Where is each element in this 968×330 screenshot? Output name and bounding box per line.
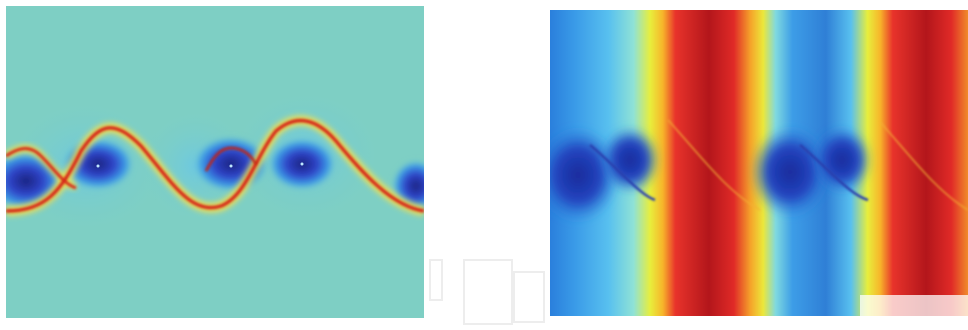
watermark-graphic bbox=[428, 252, 546, 326]
right-field-plot bbox=[550, 10, 968, 316]
left-field-image bbox=[6, 6, 424, 318]
right-field-image bbox=[550, 10, 968, 316]
left-field-plot bbox=[6, 6, 424, 318]
